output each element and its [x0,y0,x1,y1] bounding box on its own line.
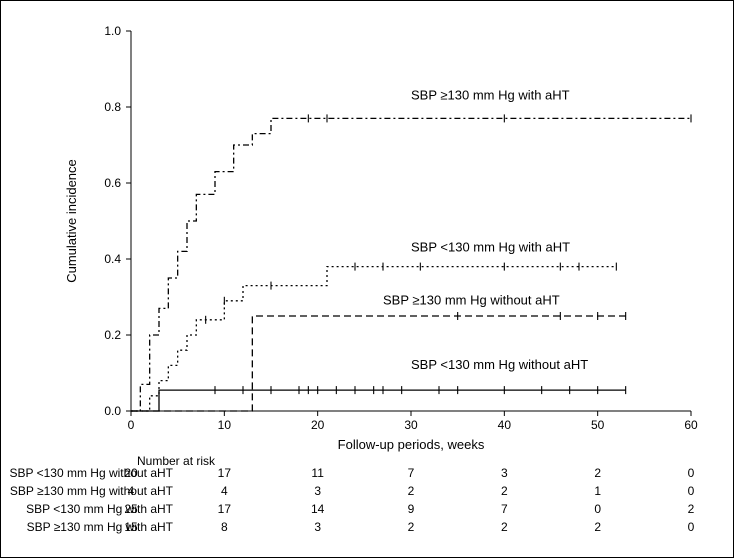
risk-value: 15 [124,520,138,534]
x-axis-label: Follow-up periods, weeks [338,437,485,452]
risk-value: 3 [314,484,321,498]
series-label-sbp_lt130_no_aht: SBP <130 mm Hg without aHT [411,357,588,372]
risk-value: 25 [124,502,138,516]
risk-value: 2 [594,466,601,480]
risk-value: 7 [408,466,415,480]
y-axis-label: Cumulative incidence [64,159,79,283]
x-tick-label: 40 [498,418,512,432]
risk-value: 4 [221,484,228,498]
series-label-sbp_lt130_aht: SBP <130 mm Hg with aHT [411,239,570,254]
x-tick-label: 60 [684,418,698,432]
x-tick-label: 30 [404,418,418,432]
risk-value: 2 [501,484,508,498]
y-tick-label: 0.4 [104,252,121,266]
risk-value: 2 [408,520,415,534]
risk-value: 2 [688,502,695,516]
risk-value: 0 [688,466,695,480]
risk-value: 11 [311,466,324,480]
risk-value: 8 [221,520,228,534]
series-sbp_lt130_no_aht [131,390,626,411]
x-tick-label: 20 [311,418,325,432]
y-tick-label: 0.6 [104,176,121,190]
y-tick-label: 0.2 [104,328,121,342]
risk-value: 0 [594,502,601,516]
risk-value: 17 [218,466,232,480]
risk-value: 20 [124,466,138,480]
series-label-sbp_ge130_aht: SBP ≥130 mm Hg with aHT [411,87,570,102]
y-tick-label: 0.8 [104,100,121,114]
risk-value: 3 [314,520,321,534]
risk-value: 7 [501,502,508,516]
risk-value: 9 [408,502,415,516]
risk-value: 14 [311,502,325,516]
series-label-sbp_ge130_no_aht: SBP ≥130 mm Hg without aHT [383,293,560,308]
risk-row-label: SBP ≥130 mm Hg without aHT [10,484,174,498]
risk-value: 0 [688,484,695,498]
risk-value: 17 [218,502,232,516]
risk-row-label: SBP <130 mm Hg without aHT [9,466,173,480]
risk-row-label: SBP ≥130 mm Hg with aHT [27,520,174,534]
risk-row-label: SBP <130 mm Hg with aHT [26,502,174,516]
figure-frame: 0.00.20.40.60.81.00102030405060Follow-up… [0,0,734,558]
x-tick-label: 0 [128,418,135,432]
risk-value: 2 [594,520,601,534]
y-tick-label: 0.0 [104,404,121,418]
km-plot-svg: 0.00.20.40.60.81.00102030405060Follow-up… [1,1,734,559]
risk-value: 4 [128,484,135,498]
risk-value: 3 [501,466,508,480]
risk-value: 1 [594,484,601,498]
risk-value: 0 [688,520,695,534]
risk-value: 2 [408,484,415,498]
x-tick-label: 50 [591,418,605,432]
risk-value: 2 [501,520,508,534]
y-tick-label: 1.0 [104,24,121,38]
x-tick-label: 10 [218,418,232,432]
